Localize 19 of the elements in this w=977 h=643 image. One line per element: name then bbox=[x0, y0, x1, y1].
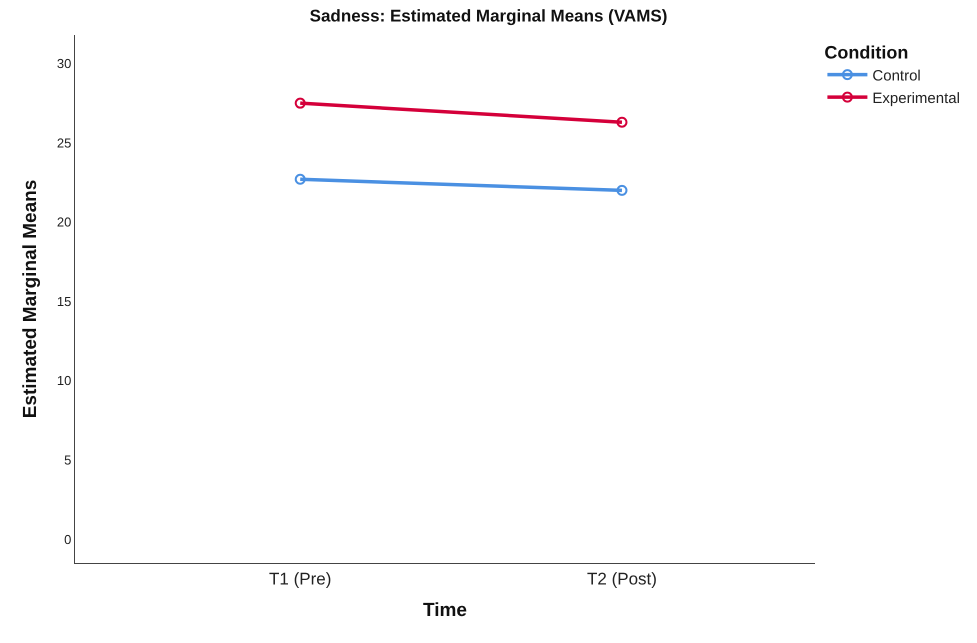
legend-title: Condition bbox=[824, 42, 908, 62]
legend-label: Experimental bbox=[872, 90, 960, 107]
x-tick-label: T1 (Pre) bbox=[269, 569, 332, 588]
x-tick-label: T2 (Post) bbox=[587, 569, 657, 588]
y-tick-label: 25 bbox=[56, 135, 72, 150]
chart-title: Sadness: Estimated Marginal Means (VAMS) bbox=[310, 6, 668, 26]
point bbox=[616, 116, 628, 128]
y-axis-title: Estimated Marginal Means bbox=[20, 180, 41, 418]
point bbox=[294, 174, 306, 185]
y-tick-label: 5 bbox=[64, 452, 72, 468]
legend-label: Control bbox=[872, 68, 921, 84]
y-tick-label: 0 bbox=[64, 532, 72, 547]
point bbox=[294, 98, 306, 109]
y-tick-label: 10 bbox=[56, 373, 72, 388]
x-axis-title: Time bbox=[422, 600, 468, 622]
y-tick-label: 30 bbox=[56, 56, 72, 72]
point bbox=[616, 184, 628, 196]
y-tick-label: 20 bbox=[56, 214, 72, 230]
y-tick-label: 15 bbox=[56, 294, 72, 309]
